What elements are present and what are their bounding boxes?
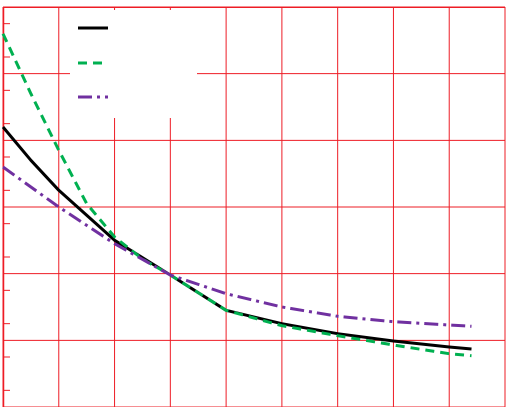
legend-background: [70, 10, 197, 118]
legend: [70, 10, 197, 118]
series-line-3: [2, 165, 472, 328]
series-line-1: [1, 126, 472, 351]
grid: [2, 6, 506, 407]
series-lines: [1, 33, 472, 358]
